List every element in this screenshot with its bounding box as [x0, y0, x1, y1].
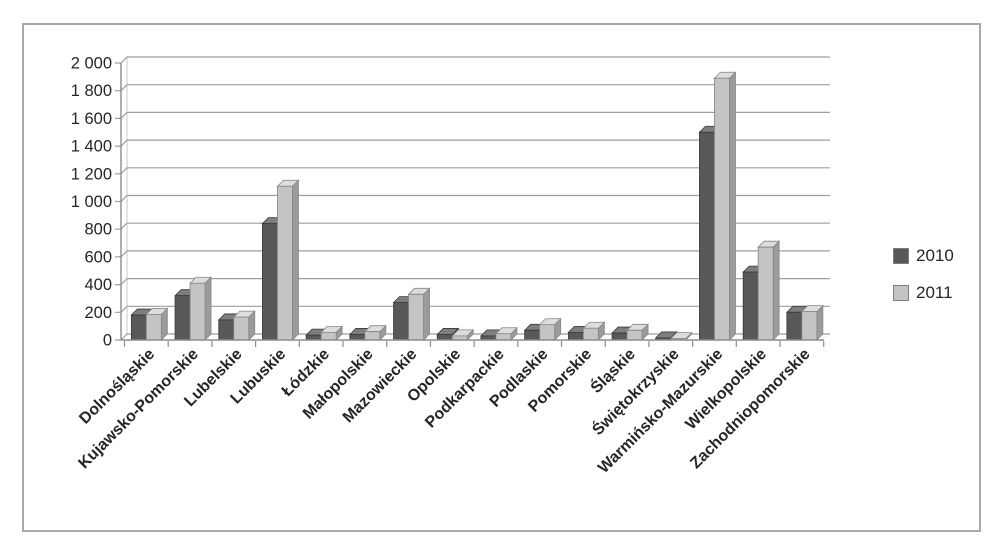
- bar-group-1: [130, 307, 169, 341]
- bar-2011-6: [364, 331, 381, 341]
- gridline: [115, 56, 830, 64]
- bar-2010-6: [349, 334, 366, 341]
- bar-group-12: [611, 323, 650, 341]
- y-tick-label: 2 000: [71, 55, 112, 73]
- bar-2011-12: [626, 329, 643, 341]
- bar-group-15: [742, 240, 781, 341]
- bar-2011-4: [277, 185, 293, 341]
- bar-group-9: [479, 326, 518, 341]
- bar-2010-14: [699, 131, 715, 341]
- bar-group-10: [523, 317, 562, 341]
- bar-2010-15: [742, 271, 759, 341]
- y-tick-label: 200: [84, 304, 112, 322]
- bar-2010-16: [786, 311, 803, 341]
- bar-2011-7: [408, 293, 424, 341]
- bar-2011-16: [801, 311, 818, 341]
- legend-swatch-2010-icon: [893, 247, 909, 264]
- gridline: [115, 194, 830, 203]
- bar-2011-2: [189, 282, 206, 341]
- bar-2011-15: [772, 240, 780, 341]
- legend-label-2010: 2010: [916, 246, 954, 265]
- bar-2010-11: [567, 331, 584, 341]
- bar-2010-7: [393, 302, 409, 341]
- bar-group-4: [261, 179, 300, 341]
- legend-item-2011: 2011: [893, 284, 954, 301]
- bar-2011-4: [292, 179, 299, 341]
- bar-group-8: [436, 327, 475, 341]
- bar-2010-10: [524, 329, 541, 341]
- gridline: [115, 167, 830, 175]
- bar-2010-12: [611, 332, 628, 341]
- bar-2011-10: [539, 324, 556, 341]
- y-tick-label: 400: [84, 276, 112, 294]
- bar-2011-11: [582, 327, 599, 341]
- x-category-label: Podkarpackie: [422, 346, 508, 432]
- bar-2010-3: [218, 319, 235, 341]
- bar-group-3: [217, 310, 256, 341]
- gridline: [115, 250, 830, 258]
- legend-item-2010: 2010: [893, 247, 954, 264]
- bar-group-11: [567, 321, 606, 341]
- y-tick-label: 1 800: [71, 82, 112, 100]
- bar-group-2: [174, 276, 213, 341]
- bar-2010-4: [262, 223, 278, 341]
- bar-group-6: [348, 324, 387, 341]
- bar-2011-7: [423, 287, 430, 341]
- bar-2011-15: [757, 246, 774, 341]
- chart-frame: [22, 23, 981, 532]
- bar-group-16: [785, 304, 824, 341]
- y-tick-label: 1 200: [71, 165, 112, 183]
- y-tick-label: 1 000: [71, 193, 112, 211]
- y-tick-label: 800: [84, 221, 112, 239]
- bar-group-13: [654, 330, 693, 341]
- bar-2010-2: [174, 295, 191, 341]
- bar-2011-5: [320, 331, 337, 341]
- legend-swatch-2011-icon: [893, 284, 909, 301]
- bar-2011-2: [204, 276, 212, 341]
- gridline: [115, 84, 830, 92]
- bar-2011-3: [233, 316, 250, 341]
- gridline: [115, 305, 830, 313]
- legend-label-2011: 2011: [916, 283, 953, 302]
- bar-2011-14: [729, 71, 736, 341]
- bar-2011-9: [495, 333, 512, 341]
- bar-group-7: [392, 287, 431, 341]
- bar-2011-14: [714, 77, 730, 341]
- legend: 2010 2011: [893, 247, 954, 301]
- bar-group-5: [305, 325, 344, 341]
- gridline: [115, 222, 830, 230]
- bar-2010-8: [436, 334, 453, 341]
- gridline: [115, 278, 830, 286]
- y-tick-label: 1 400: [71, 138, 112, 156]
- bar-group-14: [698, 71, 737, 341]
- bar-2011-1: [145, 313, 162, 341]
- y-tick-label: 600: [84, 248, 112, 266]
- gridline: [115, 111, 830, 120]
- bar-2010-1: [130, 314, 147, 341]
- x-category-label: Dolnośląskie: [76, 346, 158, 428]
- y-tick-label: 1 600: [71, 110, 112, 128]
- gridline: [115, 139, 830, 147]
- y-tick-label: 0: [103, 332, 112, 350]
- gridline: [115, 333, 830, 341]
